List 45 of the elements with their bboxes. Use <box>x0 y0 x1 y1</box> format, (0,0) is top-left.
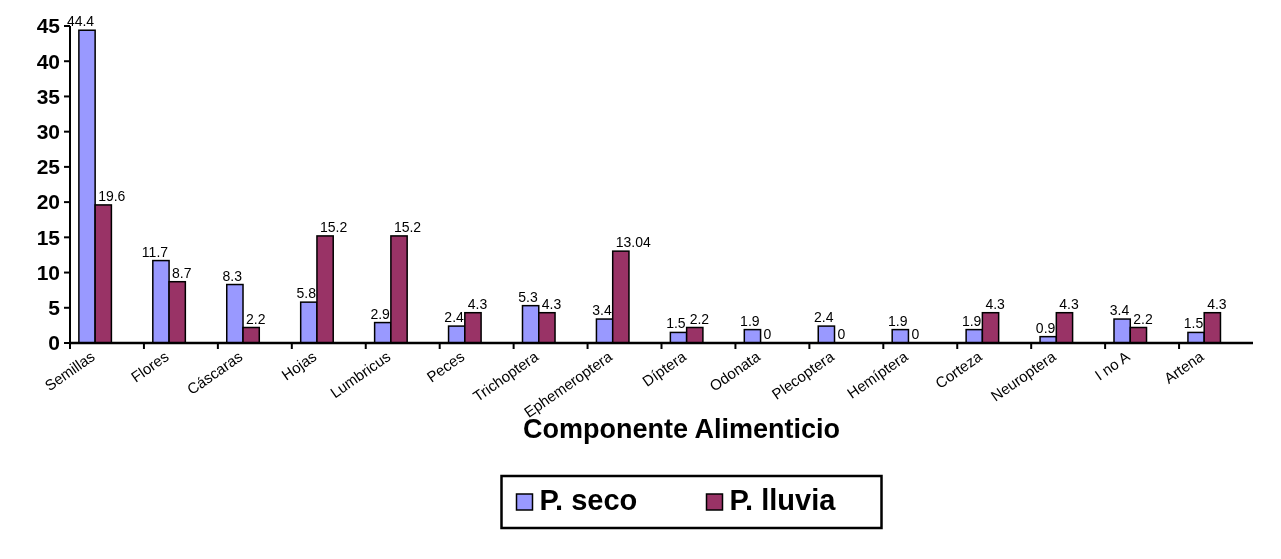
data-label: 0 <box>911 326 920 342</box>
data-label: 2.2 <box>1133 310 1153 327</box>
data-label: 8.7 <box>172 264 192 281</box>
data-label: 13.04 <box>615 234 651 251</box>
y-tick-label: 0 <box>48 331 60 355</box>
data-label: 1.5 <box>666 315 686 332</box>
data-label: 0.9 <box>1035 319 1056 336</box>
y-tick-label: 35 <box>36 84 61 108</box>
data-label: 2.2 <box>689 310 710 327</box>
x-tick-label: I no A <box>1091 347 1133 384</box>
data-label: 5.3 <box>518 288 538 305</box>
data-label: 4.3 <box>1207 295 1227 312</box>
data-label: 11.7 <box>141 243 169 260</box>
data-label: 4.3 <box>467 295 488 312</box>
y-tick-label: 30 <box>36 120 60 144</box>
data-label: 1.9 <box>740 312 760 329</box>
data-label: 2.4 <box>444 309 465 326</box>
data-label: 3.4 <box>592 302 612 319</box>
data-label: 15.2 <box>393 218 422 235</box>
data-label: 1.9 <box>887 312 908 329</box>
legend-label: P. seco <box>539 484 638 516</box>
data-label: 8.3 <box>222 267 243 284</box>
data-label: 0 <box>763 326 772 342</box>
y-tick-label: 15 <box>36 225 61 249</box>
data-label: 4.3 <box>985 295 1006 312</box>
data-label: 15.2 <box>319 218 348 235</box>
legend-label: P. lluvia <box>729 484 837 516</box>
y-tick-label: 10 <box>36 260 60 284</box>
data-label: 19.6 <box>98 187 126 204</box>
data-label: 1.9 <box>961 312 982 329</box>
y-tick-label: 40 <box>36 49 60 73</box>
y-tick-label: 45 <box>36 14 61 38</box>
data-label: 1.5 <box>1183 315 1204 332</box>
data-label: 2.4 <box>814 309 834 326</box>
data-label: 3.4 <box>1109 302 1130 319</box>
data-label: 0 <box>837 326 846 342</box>
data-label: 5.8 <box>296 285 317 302</box>
data-label: 4.3 <box>541 295 562 312</box>
y-tick-label: 25 <box>36 155 61 179</box>
y-tick-label: 20 <box>36 190 60 214</box>
data-label: 2.2 <box>246 310 266 327</box>
data-label: 4.3 <box>1059 295 1079 312</box>
data-label: 44.4 <box>66 13 95 30</box>
data-label: 2.9 <box>370 305 391 322</box>
y-tick-label: 5 <box>48 296 61 320</box>
